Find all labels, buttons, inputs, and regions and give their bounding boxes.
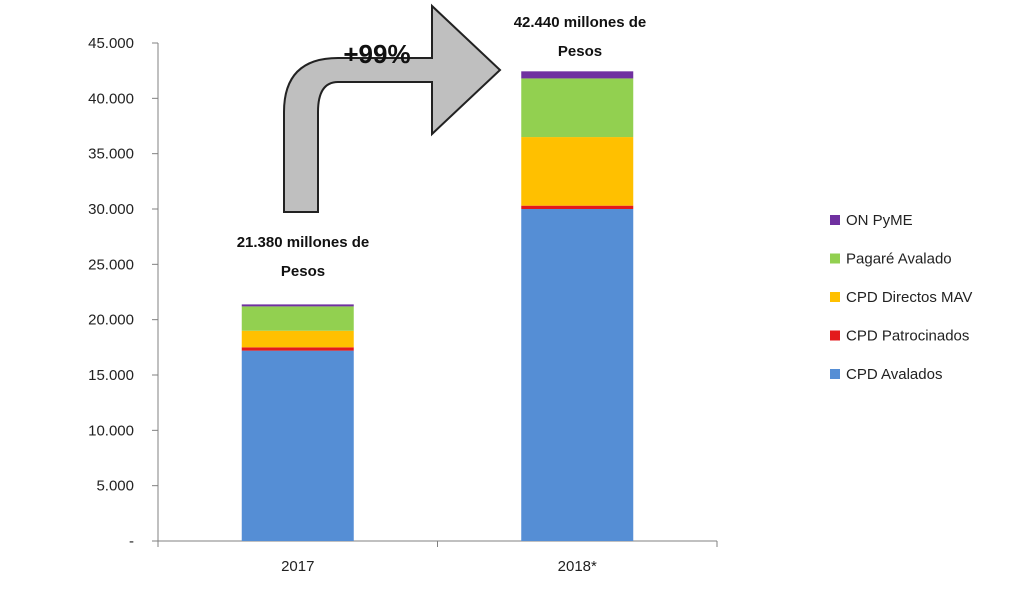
legend-swatch — [830, 330, 840, 341]
bar-segment — [241, 304, 354, 307]
bar-segment — [241, 306, 354, 331]
bar-segment — [521, 137, 634, 206]
y-tick-label: 30.000 — [88, 201, 134, 218]
bar-segment — [521, 78, 634, 138]
bars — [241, 71, 634, 541]
legend-swatch — [830, 369, 840, 379]
legend-label: CPD Patrocinados — [846, 328, 969, 345]
legend-swatch — [830, 292, 840, 302]
total-2018-line2: Pesos — [558, 43, 602, 60]
bar-segment — [521, 71, 634, 79]
axes: - 5.000 10.000 15.000 20.000 25.000 30.000 35.0… — [88, 35, 718, 575]
y-tick-label: 20.000 — [88, 312, 134, 329]
bar-segment — [241, 347, 354, 351]
y-tick-label: 35.000 — [88, 146, 134, 163]
y-tick-label: - — [129, 533, 134, 550]
legend-swatch — [830, 215, 840, 225]
y-tick-label: 5.000 — [96, 478, 134, 495]
legend-label: Pagaré Avalado — [846, 251, 952, 268]
legend: ON PyME Pagaré Avalado CPD Directos MAV CPD… — [830, 212, 972, 383]
total-2017-line2: Pesos — [281, 263, 325, 280]
growth-arrow — [283, 3, 502, 213]
y-tick-label: 45.000 — [88, 35, 134, 52]
y-tick-label: 10.000 — [88, 422, 134, 439]
x-tick-label: 2018* — [558, 558, 597, 575]
bar-segment — [521, 205, 634, 209]
total-2017-line1: 21.380 millones de — [237, 234, 370, 251]
x-tick-label: 2017 — [281, 558, 314, 575]
bar-segment — [241, 330, 354, 348]
legend-swatch — [830, 253, 840, 264]
y-tick-label: 15.000 — [88, 367, 134, 384]
legend-label: CPD Avalados — [846, 366, 942, 383]
growth-label: +99% — [343, 39, 410, 69]
bar-segment — [241, 350, 354, 541]
total-2018-line1: 42.440 millones de — [514, 14, 647, 31]
y-tick-label: 25.000 — [88, 256, 134, 273]
legend-label: CPD Directos MAV — [846, 289, 972, 306]
legend-label: ON PyME — [846, 212, 913, 229]
y-tick-label: 40.000 — [88, 90, 134, 107]
bar-segment — [521, 209, 634, 541]
